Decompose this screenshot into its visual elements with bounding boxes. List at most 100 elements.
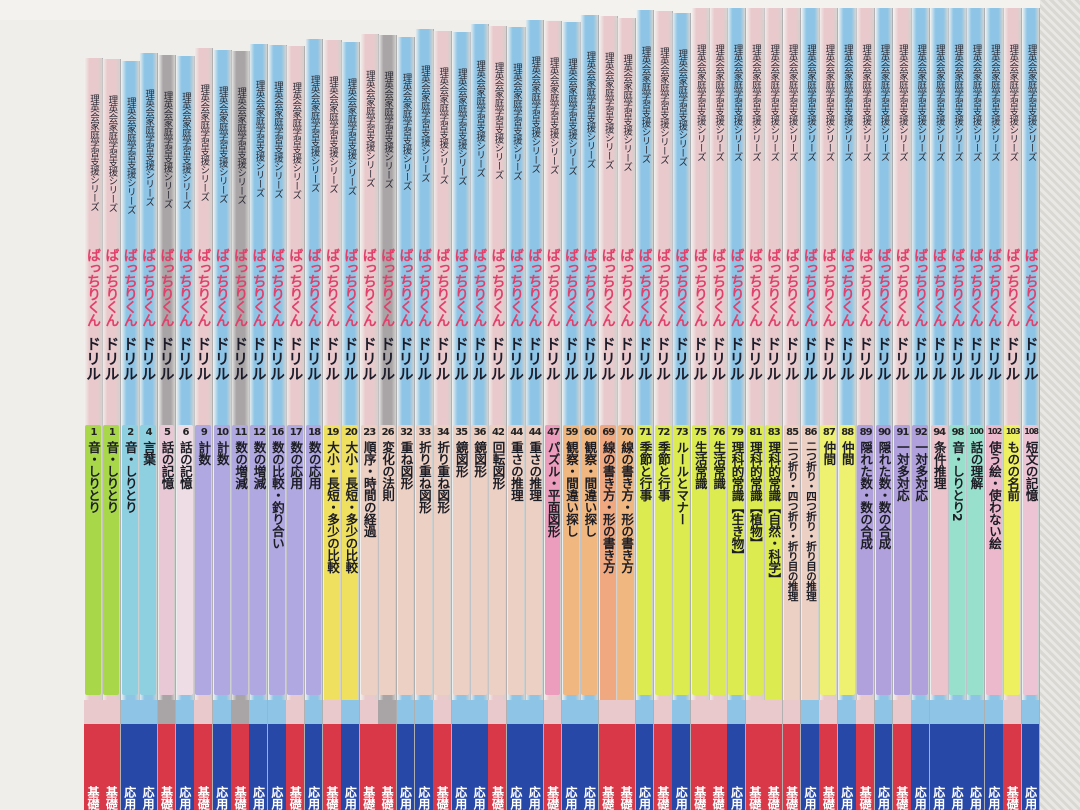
book-spine[interactable]: 理英会家庭学習支援シリーズ ばっちりくん ドリル 108 短文の記憶 応用 <box>1021 8 1041 810</box>
series-text: 理英会家庭学習支援シリーズ <box>896 44 908 161</box>
book-spine[interactable]: 理英会家庭学習支援シリーズ ばっちりくん ドリル 86 二つ折り・四つ折り・折り目の推理… <box>801 8 820 810</box>
level-band: 応用 <box>874 700 893 810</box>
volume-title: 鏡図形 <box>472 440 488 477</box>
book-spine[interactable]: 理英会家庭学習支援シリーズ ばっちりくん ドリル 87 仲間 基礎 <box>819 8 839 810</box>
book-spine[interactable]: 理英会家庭学習支援シリーズ ばっちりくん ドリル 35 鏡図形 応用 <box>451 32 471 810</box>
book-spine[interactable]: 理英会家庭学習支援シリーズ ばっちりくん ドリル 16 数の比較・釣り合い 応用 <box>267 45 287 810</box>
level-band: 応用 <box>304 700 323 810</box>
volume-title: 大小・長短・多少の比較 <box>325 440 340 573</box>
book-spine[interactable]: 理英会家庭学習支援シリーズ ばっちりくん ドリル 10 計数 応用 <box>212 49 232 810</box>
spine-label: 87 仲間 <box>820 425 836 695</box>
book-spine[interactable]: 理英会家庭学習支援シリーズ ばっちりくん ドリル 36 鏡図形 応用 <box>470 24 489 810</box>
book-spine[interactable]: 理英会家庭学習支援シリーズ ばっちりくん ドリル 4 言葉 応用 <box>139 53 159 810</box>
book-spine[interactable]: 理英会家庭学習支援シリーズ ばっちりくん ドリル 103 ものの名前 基礎 <box>1003 8 1023 810</box>
book-spine[interactable]: 理英会家庭学習支援シリーズ ばっちりくん ドリル 11 数の増減 基礎 <box>231 51 250 810</box>
book-spine[interactable]: 理英会家庭学習支援シリーズ ばっちりくん ドリル 32 重ね図形 応用 <box>396 36 416 810</box>
series-text: 理英会家庭学習支援シリーズ <box>639 46 651 163</box>
book-spine[interactable]: 理英会家庭学習支援シリーズ ばっちりくん ドリル 92 一対多対応 応用 <box>911 8 931 810</box>
spine-label: 89 隠れた数・数の合成 <box>857 425 873 695</box>
book-spine[interactable]: 理英会家庭学習支援シリーズ ばっちりくん ドリル 73 ルールとマナー 応用 <box>672 12 692 810</box>
volume-number: 76 <box>712 427 726 438</box>
book-spine[interactable]: 理英会家庭学習支援シリーズ ばっちりくん ドリル 44 重さの推理 応用 <box>506 27 526 810</box>
volume-title: 理科的常識【自然・科学】 <box>766 441 782 585</box>
volume-title: 季節と行事 <box>655 440 671 501</box>
book-spine[interactable]: 理英会家庭学習支援シリーズ ばっちりくん ドリル 83 理科的常識【自然・科学】 基礎 <box>764 8 784 810</box>
level-band: 基礎 <box>819 700 838 810</box>
book-spine[interactable]: 理英会家庭学習支援シリーズ ばっちりくん ドリル 18 数の応用 応用 <box>304 38 324 810</box>
book-spine[interactable]: 理英会家庭学習支援シリーズ ばっちりくん ドリル 85 二つ折り・四つ折り・折り目の推理… <box>782 8 802 810</box>
book-spine[interactable]: 理英会家庭学習支援シリーズ ばっちりくん ドリル 91 一対多対応 基礎 <box>892 8 912 810</box>
book-spine[interactable]: 理英会家庭学習支援シリーズ ばっちりくん ドリル 1 音・しりとり 基礎 <box>84 58 103 810</box>
book-spine[interactable]: 理英会家庭学習支援シリーズ ばっちりくん ドリル 72 季節と行事 基礎 <box>653 11 673 810</box>
logo-text: ばっちりくん <box>636 248 653 326</box>
book-spine[interactable]: 理英会家庭学習支援シリーズ ばっちりくん ドリル 75 生活常識 基礎 <box>690 8 710 810</box>
series-text: 理英会家庭学習支援シリーズ <box>363 70 375 187</box>
logo-text: ばっちりくん <box>875 248 892 326</box>
book-spine[interactable]: 理英会家庭学習支援シリーズ ばっちりくん ドリル 23 順序・時間の経過 基礎 <box>359 34 379 810</box>
book-spine[interactable]: 理英会家庭学習支援シリーズ ばっちりくん ドリル 102 使う絵・使わない絵 応用 <box>984 8 1004 810</box>
logo-text: ばっちりくん <box>857 248 874 326</box>
level-band: 基礎 <box>1003 700 1022 810</box>
book-spine[interactable]: 理英会家庭学習支援シリーズ ばっちりくん ドリル 19 大小・長短・多少の比較 基礎 <box>323 40 342 810</box>
level-text: 応用 <box>508 786 523 810</box>
volume-title: 重さの推理 <box>527 440 543 501</box>
book-spine[interactable]: 理英会家庭学習支援シリーズ ばっちりくん ドリル 26 変化の法則 基礎 <box>378 35 398 810</box>
level-text: 基礎 <box>325 786 339 810</box>
book-spine[interactable]: 理英会家庭学習支援シリーズ ばっちりくん ドリル 17 数の応用 基礎 <box>286 46 306 810</box>
book-spine[interactable]: 理英会家庭学習支援シリーズ ばっちりくん ドリル 76 生活常識 基礎 <box>709 8 728 810</box>
book-spine[interactable]: 理英会家庭学習支援シリーズ ばっちりくん ドリル 70 線の書き方・形の書き方 基礎 <box>617 17 637 810</box>
logo-text: ばっちりくん <box>287 247 304 326</box>
volume-title: 二つ折り・四つ折り・折り目の推理 <box>805 441 817 601</box>
book-spine[interactable]: 理英会家庭学習支援シリーズ ばっちりくん ドリル 20 大小・長短・多少の比較 応用 <box>341 41 361 810</box>
book-spine[interactable]: 理英会家庭学習支援シリーズ ばっちりくん ドリル 33 折り重ね図形 応用 <box>414 29 434 810</box>
book-spine[interactable]: 理英会家庭学習支援シリーズ ばっちりくん ドリル 44 重さの推理 応用 <box>525 19 545 810</box>
book-spine[interactable]: 理英会家庭学習支援シリーズ ばっちりくん ドリル 2 音・しりとり 応用 <box>120 60 140 810</box>
series-text: 理英会家庭学習支援シリーズ <box>290 82 302 200</box>
volume-title: 数の応用 <box>288 440 304 489</box>
book-spine[interactable]: 理英会家庭学習支援シリーズ ばっちりくん ドリル 5 話の記憶 基礎 <box>157 54 177 810</box>
book-spine[interactable]: 理英会家庭学習支援シリーズ ばっちりくん ドリル 79 理科的常識【生き物】 応用 <box>727 8 747 810</box>
logo-suffix: ドリル <box>120 335 139 381</box>
volume-number: 102 <box>987 427 1002 436</box>
level-band: 応用 <box>672 700 691 810</box>
level-band: 応用 <box>1021 700 1040 810</box>
book-spine[interactable]: 理英会家庭学習支援シリーズ ばっちりくん ドリル 12 数の増減 応用 <box>249 43 269 810</box>
book-spine[interactable]: 理英会家庭学習支援シリーズ ばっちりくん ドリル 98 音・しりとり2 応用 <box>948 8 967 810</box>
book-spine[interactable]: 理英会家庭学習支援シリーズ ばっちりくん ドリル 89 隠れた数・数の合成 基礎 <box>856 8 876 810</box>
volume-title: 観察・間違い探し <box>564 440 579 537</box>
book-spine[interactable]: 理英会家庭学習支援シリーズ ばっちりくん ドリル 100 話の理解 応用 <box>966 8 986 810</box>
series-text: 理英会家庭学習支援シリーズ <box>602 52 614 170</box>
book-spine[interactable]: 理英会家庭学習支援シリーズ ばっちりくん ドリル 6 話の記憶 応用 <box>175 56 195 810</box>
carpet-background <box>1040 0 1080 810</box>
volume-number: 86 <box>804 427 818 438</box>
logo-suffix: ドリル <box>396 335 415 381</box>
series-text: 理英会家庭学習支援シリーズ <box>988 44 1000 161</box>
book-spine[interactable]: 理英会家庭学習支援シリーズ ばっちりくん ドリル 59 観察・間違い探し 応用 <box>562 22 581 810</box>
logo-suffix: ドリル <box>1021 336 1040 381</box>
volume-number: 73 <box>675 426 689 438</box>
book-spine[interactable]: 理英会家庭学習支援シリーズ ばっちりくん ドリル 9 計数 基礎 <box>194 48 214 810</box>
level-band: 基礎 <box>286 700 305 810</box>
book-spine[interactable]: 理英会家庭学習支援シリーズ ばっちりくん ドリル 71 季節と行事 応用 <box>635 10 655 810</box>
book-spine[interactable]: 理英会家庭学習支援シリーズ ばっちりくん ドリル 90 隠れた数・数の合成 応用 <box>874 8 894 810</box>
logo-text: ばっちりくん <box>250 247 267 326</box>
book-spine[interactable]: 理英会家庭学習支援シリーズ ばっちりくん ドリル 47 パズル・平面図形 基礎 <box>543 21 563 810</box>
book-spine[interactable]: 理英会家庭学習支援シリーズ ばっちりくん ドリル 94 条件推理 応用 <box>929 8 949 810</box>
book-spine[interactable]: 理英会家庭学習支援シリーズ ばっちりくん ドリル 81 理科的常識【植物】 基礎 <box>745 8 765 810</box>
volume-title: 折り重ね図形 <box>435 440 451 513</box>
volume-title: 順序・時間の経過 <box>361 441 377 537</box>
book-spine[interactable]: 理英会家庭学習支援シリーズ ばっちりくん ドリル 69 線の書き方・形の書き方 基礎 <box>598 16 618 810</box>
book-spine[interactable]: 理英会家庭学習支援シリーズ ばっちりくん ドリル 60 観察・間違い探し 応用 <box>580 14 600 810</box>
logo-suffix: ドリル <box>782 336 801 381</box>
book-spine[interactable]: 理英会家庭学習支援シリーズ ばっちりくん ドリル 1 音・しりとり 基礎 <box>102 59 122 810</box>
level-band: 基礎 <box>323 700 341 810</box>
logo-text: ばっちりくん <box>452 248 469 326</box>
level-text: 基礎 <box>86 786 100 810</box>
level-text: 応用 <box>251 786 266 810</box>
level-text: 応用 <box>453 786 468 810</box>
book-spine[interactable]: 理英会家庭学習支援シリーズ ばっちりくん ドリル 34 折り重ね図形 基礎 <box>433 30 453 810</box>
book-spine[interactable]: 理英会家庭学習支援シリーズ ばっちりくん ドリル 88 仲間 応用 <box>837 8 857 810</box>
level-text: 応用 <box>986 786 1001 810</box>
logo-text: ばっちりくん <box>746 248 763 326</box>
book-spine[interactable]: 理英会家庭学習支援シリーズ ばっちりくん ドリル 42 回転図形 基礎 <box>488 25 508 810</box>
